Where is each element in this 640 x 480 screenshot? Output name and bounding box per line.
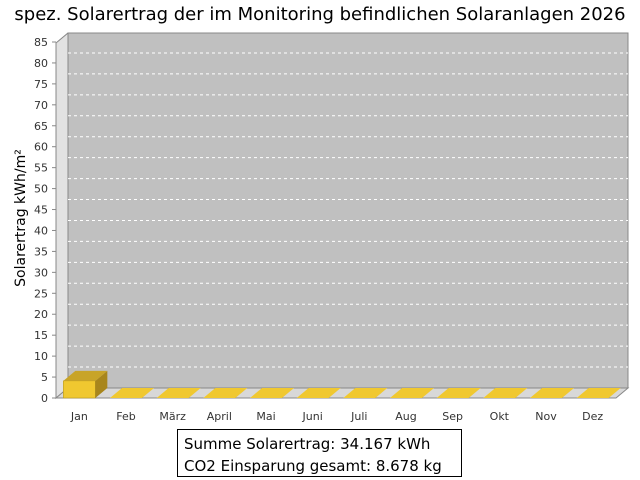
bar	[156, 388, 201, 398]
y-tick-label: 35	[34, 245, 48, 258]
bar	[530, 388, 574, 398]
x-tick-label: Jan	[70, 410, 88, 423]
bar-top	[576, 388, 621, 398]
x-tick-label: Aug	[395, 410, 416, 423]
bar-top	[63, 370, 108, 381]
y-tick-label: 25	[34, 287, 48, 300]
plot-area	[67, 32, 629, 389]
y-tick-label: 60	[34, 141, 48, 154]
bar-chart: 0 5 10 15 20 25 30 35 40 45 50 55 60 65 70 75 80 85 Jan Fe…	[13, 31, 630, 423]
bar-top	[156, 388, 201, 398]
summary-box: Summe Solarertrag: 34.167 kWh CO2 Einspa…	[177, 429, 462, 477]
y-tick-label: 55	[34, 162, 48, 175]
x-tick-label: April	[207, 410, 232, 423]
x-tick-label: Okt	[490, 410, 510, 423]
bar-top	[343, 388, 388, 398]
x-tick-label: Mai	[256, 410, 275, 423]
y-tick-label: 0	[41, 392, 48, 405]
y-tick-label: 70	[34, 99, 48, 112]
x-tick-label: Sep	[442, 410, 463, 423]
bar-top	[436, 388, 481, 398]
y-tick-label: 20	[34, 308, 48, 321]
bar	[483, 388, 528, 398]
y-tick-label: 75	[34, 78, 48, 91]
bar-top	[390, 388, 434, 398]
x-tick-label: Feb	[116, 410, 135, 423]
y-tick-label: 50	[34, 183, 48, 196]
y-tick-label: 65	[34, 120, 48, 133]
bar	[63, 370, 108, 399]
x-tick-label: Nov	[535, 410, 557, 423]
bar	[576, 388, 621, 398]
bar	[296, 388, 341, 398]
x-tick-label: Juli	[350, 410, 367, 423]
y-tick-label: 40	[34, 224, 48, 237]
left-wall	[55, 31, 69, 400]
y-tick-label: 80	[34, 57, 48, 70]
total-yield-text: Summe Solarertrag: 34.167 kWh	[184, 435, 431, 453]
y-tick-label: 5	[41, 371, 48, 384]
bar-top	[296, 388, 341, 398]
bar-top	[483, 388, 528, 398]
y-tick-label: 85	[34, 36, 48, 49]
bar-top	[110, 388, 154, 398]
bar	[203, 388, 248, 398]
bar-side	[95, 370, 108, 398]
bar-top	[530, 388, 574, 398]
y-axis-label: Solarertrag kWh/m²	[13, 149, 29, 287]
bar	[250, 388, 294, 398]
bar-top	[250, 388, 294, 398]
bar	[390, 388, 434, 398]
bar-top	[203, 388, 248, 398]
x-tick-label: Dez	[582, 410, 603, 423]
y-tick-label: 15	[34, 329, 48, 342]
y-tick-label: 45	[34, 204, 48, 217]
bar	[436, 388, 481, 398]
bar	[110, 388, 154, 398]
bar-front	[63, 380, 96, 399]
x-tick-label: März	[159, 410, 186, 423]
x-tick-label: Juni	[302, 410, 323, 423]
chart-title: spez. Solarertrag der im Monitoring befi…	[14, 4, 626, 25]
bar	[343, 388, 388, 398]
co2-savings-text: CO2 Einsparung gesamt: 8.678 kg	[184, 457, 442, 475]
y-tick-label: 30	[34, 266, 48, 279]
y-tick-label: 10	[34, 350, 48, 363]
